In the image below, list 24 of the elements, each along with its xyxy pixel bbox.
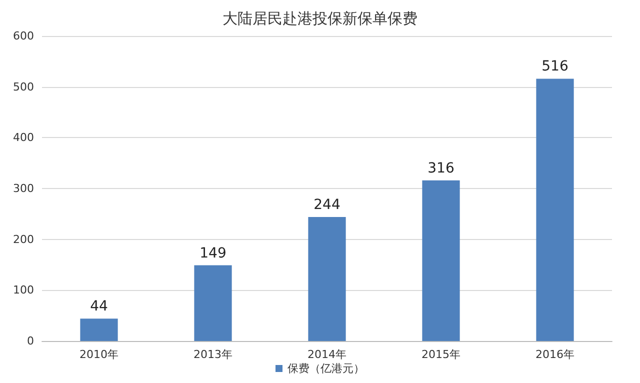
x-tick-label: 2015年 xyxy=(422,348,460,361)
y-tick-label: 100 xyxy=(13,284,34,297)
bar xyxy=(422,180,460,341)
x-tick-label: 2010年 xyxy=(80,348,118,361)
y-tick-label: 200 xyxy=(13,232,34,246)
bar xyxy=(194,265,232,341)
data-label: 516 xyxy=(542,58,568,75)
data-label: 149 xyxy=(200,245,226,262)
y-tick-label: 400 xyxy=(13,131,34,144)
x-tick-label: 2013年 xyxy=(194,348,232,361)
bar xyxy=(536,78,574,341)
legend-label: 保费（亿港元） xyxy=(288,362,364,375)
data-label: 44 xyxy=(90,298,108,315)
y-tick-label: 600 xyxy=(13,30,34,42)
x-tick-label: 2014年 xyxy=(308,348,346,361)
data-label: 316 xyxy=(428,160,454,176)
bar xyxy=(80,318,118,341)
y-tick-label: 300 xyxy=(13,182,34,195)
data-label: 244 xyxy=(314,196,340,213)
x-tick-label: 2016年 xyxy=(536,348,574,361)
bar xyxy=(308,216,346,341)
chart-title: 大陆居民赴港投保新保单保费 xyxy=(222,10,418,28)
y-tick-label: 500 xyxy=(13,80,34,94)
y-tick-label: 0 xyxy=(27,334,34,348)
